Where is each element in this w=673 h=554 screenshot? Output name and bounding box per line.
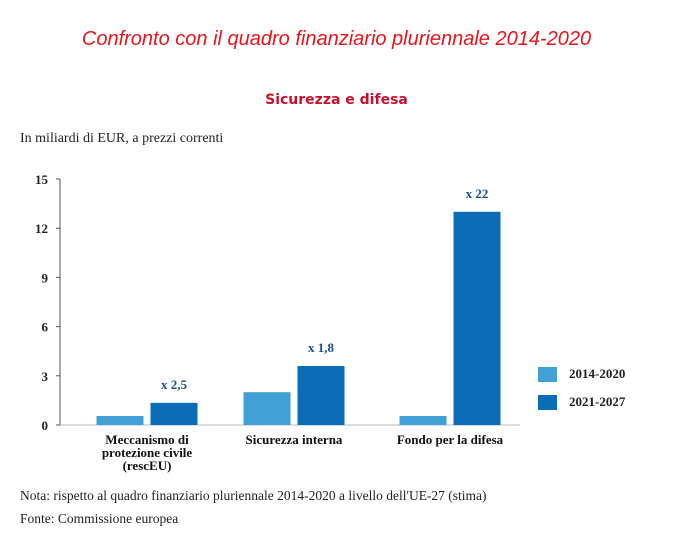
x-category-label: Fondo per la difesa (397, 432, 504, 447)
x-category-label: protezione civile (102, 445, 193, 460)
legend-item-2014-2020: 2014-2020 (538, 360, 625, 388)
y-tick-label: 9 (42, 270, 49, 285)
bar-annotation: x 22 (466, 186, 489, 201)
bar-2014-2020 (399, 415, 447, 425)
bar-2021-2027 (453, 211, 501, 425)
bar-2014-2020 (96, 415, 144, 425)
legend-label: 2014-2020 (569, 366, 626, 381)
bar-2014-2020 (243, 392, 291, 425)
chart-subtitle: In miliardi di EUR, a prezzi correnti (20, 131, 224, 146)
page-heading: Confronto con il quadro finanziario plur… (81, 28, 592, 50)
y-tick-label: 12 (35, 221, 48, 236)
y-tick-label: 15 (35, 172, 49, 187)
source-note: Fonte: Commissione europea (20, 511, 179, 526)
y-tick-label: 3 (42, 369, 49, 384)
bar-2021-2027 (150, 402, 198, 425)
legend-item-2021-2027: 2021-2027 (538, 388, 625, 416)
footnote: Nota: rispetto al quadro finanziario plu… (20, 488, 487, 503)
x-category-label: (rescEU) (123, 458, 172, 473)
y-tick-label: 0 (42, 418, 49, 433)
y-tick-label: 6 (42, 320, 49, 335)
x-category-label: Sicurezza interna (246, 432, 343, 447)
x-category-label: Meccanismo di (105, 432, 189, 447)
bar-annotation: x 2,5 (161, 377, 188, 392)
legend-swatch (538, 366, 557, 382)
chart-title: Sicurezza e difesa (265, 92, 408, 108)
legend-label: 2021-2027 (569, 394, 626, 409)
legend-swatch (538, 394, 557, 410)
bar-annotation: x 1,8 (308, 340, 335, 355)
bar-2021-2027 (297, 365, 345, 425)
chart-legend: 2014-2020 2021-2027 (538, 360, 625, 416)
